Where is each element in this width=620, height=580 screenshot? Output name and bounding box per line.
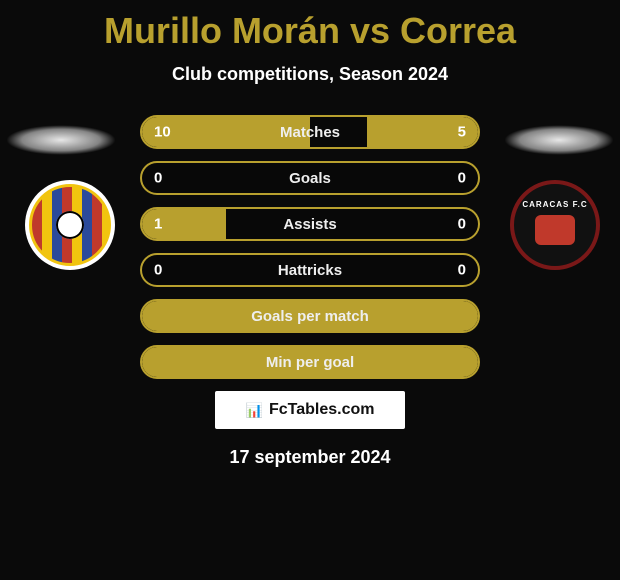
stat-label: Goals xyxy=(289,170,331,187)
stat-row: 0 0 Goals xyxy=(140,161,480,195)
stat-value-right: 0 xyxy=(458,216,466,233)
page-title: Murillo Morán vs Correa xyxy=(0,0,620,52)
stat-value-right: 0 xyxy=(458,170,466,187)
subtitle: Club competitions, Season 2024 xyxy=(0,64,620,85)
halo-left xyxy=(6,125,116,155)
lion-icon xyxy=(535,215,575,245)
watermark-icon: 📊 xyxy=(246,402,263,419)
badge-right-text: CARACAS F.C xyxy=(522,200,587,209)
stat-label: Goals per match xyxy=(251,308,369,325)
stat-value-right: 0 xyxy=(458,262,466,279)
stat-row: 10 5 Matches xyxy=(140,115,480,149)
stat-value-left: 10 xyxy=(154,124,171,141)
badge-left-inner xyxy=(29,184,111,266)
stat-value-left: 0 xyxy=(154,262,162,279)
stats-bars: 105Matches00Goals10Assists00HattricksGoa… xyxy=(140,115,480,379)
ball-icon xyxy=(56,211,84,239)
stat-row: Goals per match xyxy=(140,299,480,333)
team-badge-right: CARACAS F.C xyxy=(510,180,600,270)
watermark: 📊 FcTables.com xyxy=(215,391,405,429)
stat-label: Assists xyxy=(283,216,336,233)
date-label: 17 september 2024 xyxy=(0,447,620,468)
team-badge-left xyxy=(25,180,115,270)
halo-right xyxy=(504,125,614,155)
stat-value-right: 5 xyxy=(458,124,466,141)
stat-row: 1 0 Assists xyxy=(140,207,480,241)
stat-label: Hattricks xyxy=(278,262,342,279)
stat-label: Matches xyxy=(280,124,340,141)
stat-label: Min per goal xyxy=(266,354,354,371)
comparison-panel: CARACAS F.C 105Matches00Goals10Assists00… xyxy=(0,115,620,468)
stat-row: 0 0 Hattricks xyxy=(140,253,480,287)
stat-row: Min per goal xyxy=(140,345,480,379)
watermark-text: FcTables.com xyxy=(269,401,375,419)
stat-value-left: 1 xyxy=(154,216,162,233)
stat-value-left: 0 xyxy=(154,170,162,187)
